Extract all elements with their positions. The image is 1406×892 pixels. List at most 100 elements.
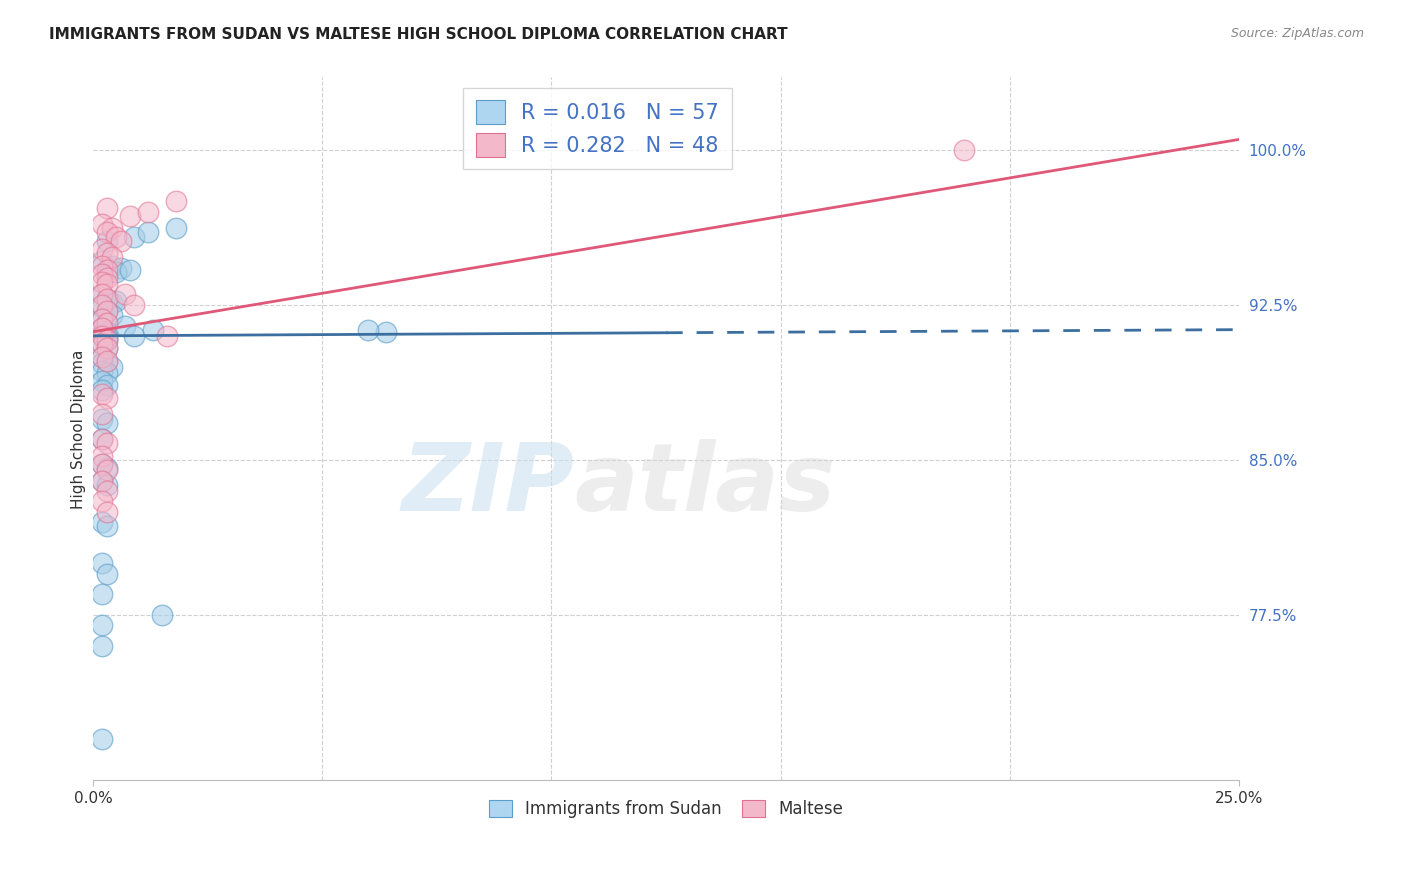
Point [105, 229, 128, 244]
Point [100, 295, 122, 310]
Point [91, 300, 114, 314]
Point [96, 341, 118, 355]
Point [96, 504, 118, 518]
Point [91, 267, 114, 281]
Point [96, 292, 118, 306]
Point [118, 209, 141, 223]
Point [150, 607, 173, 622]
Point [91, 411, 114, 425]
Text: Source: ZipAtlas.com: Source: ZipAtlas.com [1230, 27, 1364, 40]
Point [91, 474, 114, 488]
Point [96, 353, 118, 368]
Point [357, 323, 380, 337]
Point [96, 461, 118, 475]
Point [96, 317, 118, 331]
Point [124, 329, 146, 343]
Point [114, 287, 136, 301]
Point [91, 329, 114, 343]
Point [136, 204, 159, 219]
Point [91, 259, 114, 273]
Point [91, 337, 114, 351]
Point [91, 350, 114, 364]
Point [91, 515, 114, 529]
Point [96, 331, 118, 345]
Point [100, 259, 122, 273]
Point [96, 341, 118, 355]
Point [91, 587, 114, 601]
Point [91, 287, 114, 301]
Point [96, 292, 118, 306]
Point [96, 317, 118, 331]
Point [96, 391, 118, 405]
Point [124, 298, 146, 312]
Point [91, 356, 114, 370]
Point [91, 474, 114, 488]
Point [110, 260, 132, 275]
Point [91, 326, 114, 341]
Point [96, 226, 118, 240]
Point [91, 639, 114, 653]
Point [165, 221, 187, 235]
Point [96, 262, 118, 277]
Point [91, 449, 114, 463]
Point [91, 494, 114, 508]
Point [91, 556, 114, 570]
Point [96, 416, 118, 430]
Text: IMMIGRANTS FROM SUDAN VS MALTESE HIGH SCHOOL DIPLOMA CORRELATION CHART: IMMIGRANTS FROM SUDAN VS MALTESE HIGH SC… [49, 27, 787, 42]
Point [91, 374, 114, 388]
Point [100, 221, 122, 235]
Point [91, 287, 114, 301]
Point [96, 378, 118, 392]
Point [136, 226, 159, 240]
Point [142, 323, 165, 337]
Point [91, 217, 114, 231]
Point [155, 329, 177, 343]
Point [91, 242, 114, 256]
Point [96, 366, 118, 380]
Point [96, 325, 118, 339]
Point [96, 483, 118, 498]
Point [96, 477, 118, 491]
Point [124, 229, 146, 244]
Point [91, 275, 114, 289]
Point [114, 318, 136, 333]
Point [91, 383, 114, 397]
Point [91, 731, 114, 746]
Point [91, 312, 114, 326]
Point [91, 432, 114, 446]
Point [165, 194, 187, 209]
Point [105, 293, 128, 308]
Point [375, 325, 398, 339]
Point [91, 364, 114, 378]
Point [91, 337, 114, 351]
Point [96, 463, 118, 477]
Point [91, 457, 114, 471]
Point [96, 333, 118, 347]
Point [91, 457, 114, 471]
Point [96, 277, 118, 292]
Point [91, 408, 114, 422]
Point [96, 333, 118, 347]
Point [91, 432, 114, 446]
Legend: Immigrants from Sudan, Maltese: Immigrants from Sudan, Maltese [482, 793, 851, 825]
Point [96, 353, 118, 368]
Point [91, 329, 114, 343]
Point [96, 201, 118, 215]
Point [96, 271, 118, 285]
Point [96, 304, 118, 318]
Text: ZIP: ZIP [402, 439, 575, 531]
Point [110, 234, 132, 248]
Point [105, 265, 128, 279]
Point [953, 143, 976, 157]
Point [91, 254, 114, 268]
Point [91, 312, 114, 326]
Point [96, 246, 118, 260]
Point [91, 298, 114, 312]
Point [100, 308, 122, 322]
Point [96, 519, 118, 533]
Point [91, 618, 114, 632]
Text: atlas: atlas [575, 439, 835, 531]
Point [91, 386, 114, 401]
Point [96, 304, 118, 318]
Point [91, 350, 114, 364]
